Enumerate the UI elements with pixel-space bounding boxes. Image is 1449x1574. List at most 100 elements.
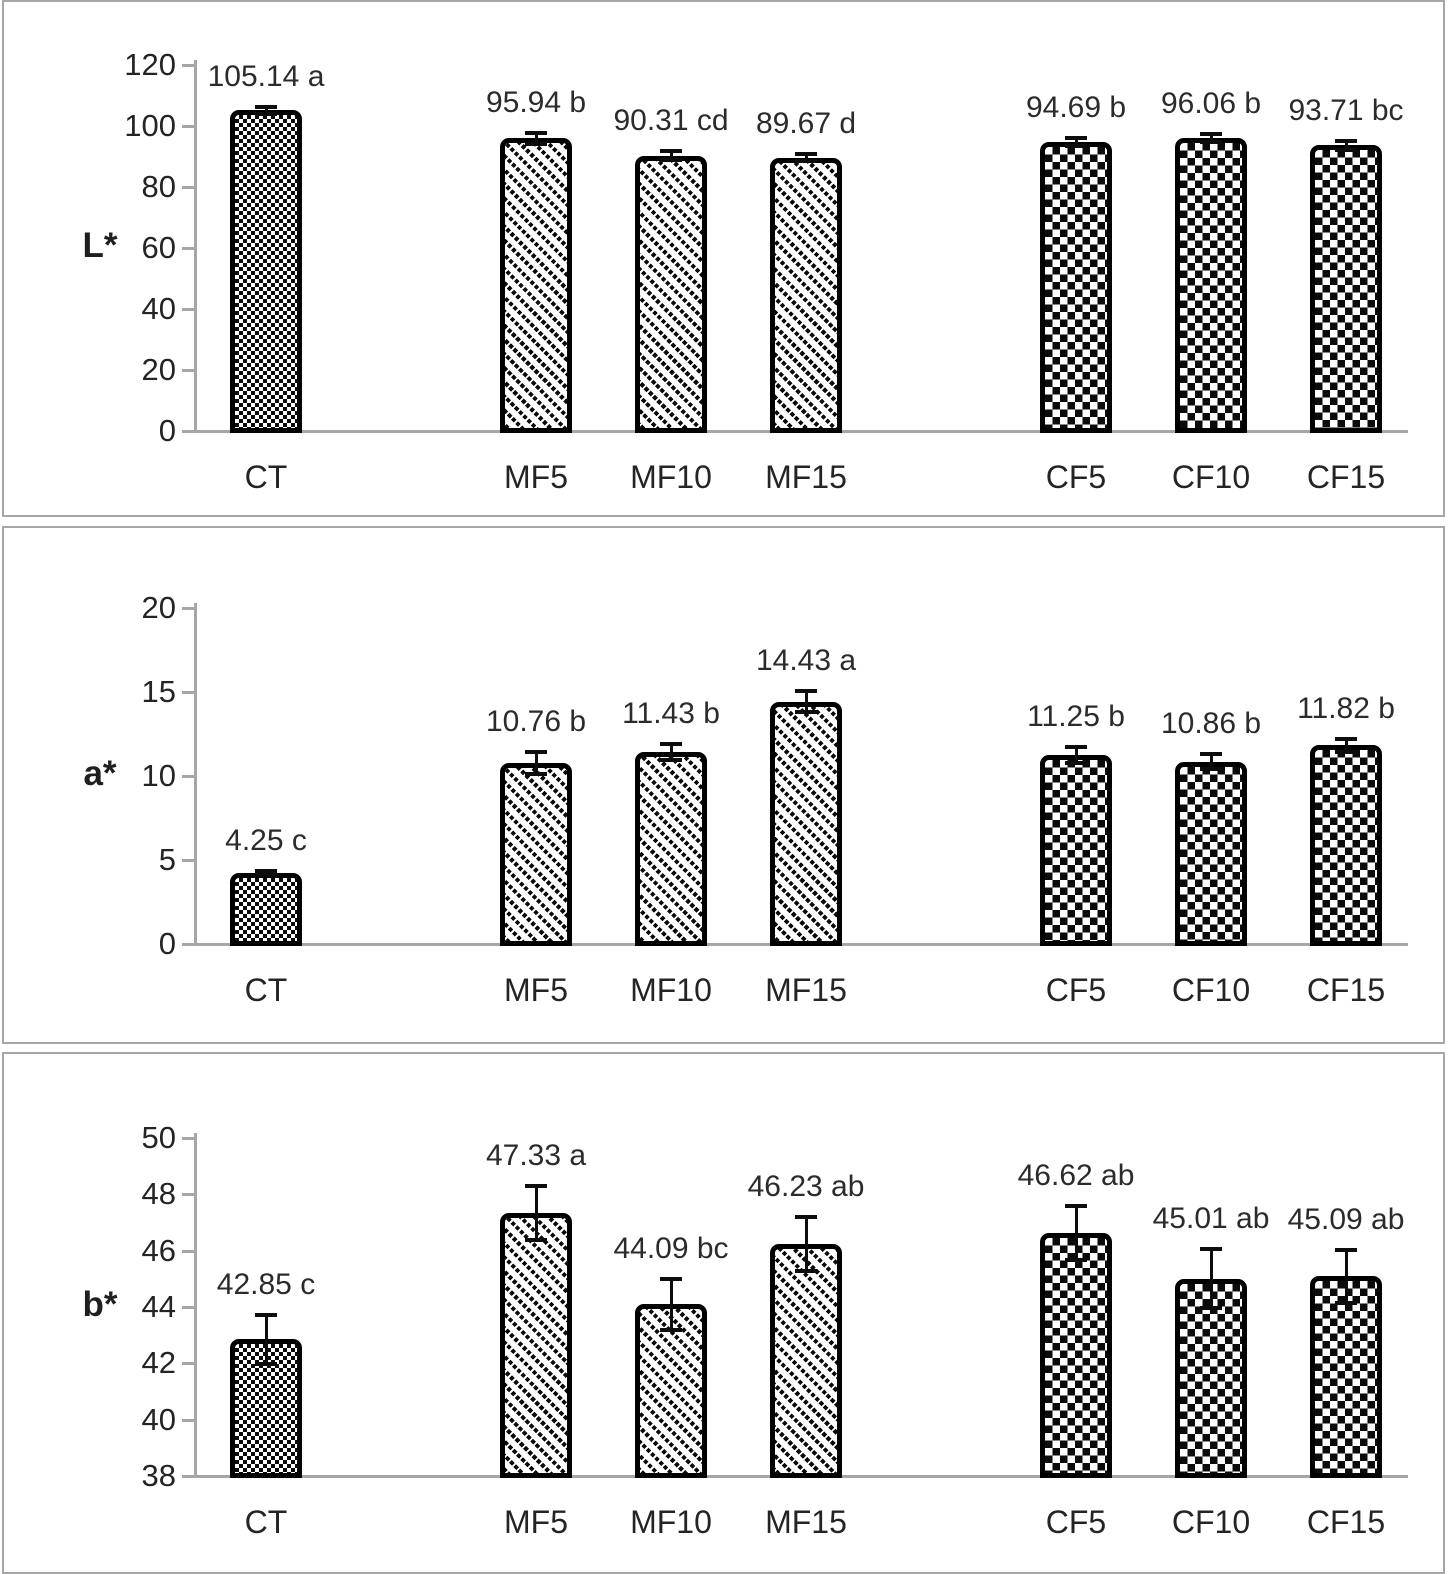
error-bar-cap-bottom xyxy=(1200,1306,1222,1311)
error-bar-cap-top xyxy=(1065,744,1087,749)
error-bar-whisker xyxy=(264,1314,268,1365)
chart-panel-lstar: L* 120 100 80 60 40 20 0 105.14 a CT 95.94 b MF5 90… xyxy=(2,0,1445,517)
y-tick-label: 42 xyxy=(141,1345,176,1381)
category-label: CF15 xyxy=(1306,1504,1386,1540)
y-tick xyxy=(182,859,195,862)
error-bar-cap-bottom xyxy=(525,141,547,146)
y-tick xyxy=(182,247,195,250)
bar-CF10 xyxy=(1175,138,1247,433)
bar-MF5 xyxy=(500,763,572,946)
error-bar-cap-bottom xyxy=(255,1362,277,1367)
bar-CT xyxy=(230,872,302,946)
category-label: MF15 xyxy=(765,1504,847,1540)
category-label: MF10 xyxy=(630,459,712,495)
y-tick-label: 0 xyxy=(158,926,176,961)
value-label: 45.01 ab xyxy=(1152,1201,1270,1235)
error-bar-whisker xyxy=(534,133,538,144)
error-bar-cap-top xyxy=(255,1312,277,1317)
error-bar-whisker xyxy=(804,153,808,162)
error-bar-whisker xyxy=(264,106,268,114)
y-tick xyxy=(182,430,195,433)
error-bar-cap-top xyxy=(795,689,817,694)
category-label: CF5 xyxy=(1045,459,1107,495)
y-tick-label: 5 xyxy=(158,842,176,877)
value-label: 11.43 b xyxy=(622,696,720,730)
bar-CF5 xyxy=(1040,142,1112,433)
bar-MF15 xyxy=(770,157,842,433)
y-axis-title-lstar: L* xyxy=(82,226,118,265)
error-bar-cap-bottom xyxy=(1065,761,1087,766)
category-label: CF15 xyxy=(1306,459,1386,495)
error-bar-cap-bottom xyxy=(525,1237,547,1242)
bar-MF10 xyxy=(635,155,707,433)
error-bar-cap-top xyxy=(1200,751,1222,756)
error-bar-whisker xyxy=(1344,738,1348,753)
y-axis-title-astar: a* xyxy=(83,754,117,793)
category-label: MF10 xyxy=(630,972,712,1008)
y-tick xyxy=(182,64,195,67)
y-tick xyxy=(182,1362,195,1366)
error-bar-cap-top xyxy=(795,151,817,156)
error-bar-whisker xyxy=(1209,753,1213,770)
y-tick xyxy=(182,125,195,128)
error-bar-whisker xyxy=(534,1186,538,1240)
y-tick xyxy=(182,943,195,946)
value-label: 95.94 b xyxy=(485,86,587,120)
category-label: CF10 xyxy=(1171,1504,1251,1540)
y-tick xyxy=(182,1193,195,1197)
plot-area-bstar: 50 48 46 44 42 40 38 42.85 c CT 47.33 a MF5 44.09 b… xyxy=(4,1054,1443,1572)
bar-MF15 xyxy=(770,701,842,946)
error-bar-cap-top xyxy=(1335,736,1357,741)
bar-CF15 xyxy=(1310,1276,1382,1478)
y-tick xyxy=(182,1249,195,1253)
error-bar-cap-top xyxy=(1200,131,1222,136)
error-bar-whisker xyxy=(1209,133,1213,143)
y-axis-line xyxy=(194,1133,197,1478)
value-label: 93.71 bc xyxy=(1288,93,1404,127)
error-bar-cap-bottom xyxy=(1335,750,1357,755)
bar-MF5 xyxy=(500,138,572,433)
y-tick xyxy=(182,1418,195,1422)
value-label: 46.23 ab xyxy=(747,1170,865,1204)
value-label: 94.69 b xyxy=(1025,90,1127,124)
error-bar-whisker xyxy=(669,150,673,161)
error-bar-whisker xyxy=(669,743,673,761)
error-bar-cap-top xyxy=(660,148,682,153)
bar-CF5 xyxy=(1040,755,1112,946)
value-label: 44.09 bc xyxy=(613,1231,729,1265)
category-label: MF5 xyxy=(504,1504,568,1540)
category-label: MF5 xyxy=(504,459,568,495)
plot-area-lstar: 120 100 80 60 40 20 0 105.14 a CT 95.94 b MF5 90.31… xyxy=(4,2,1443,515)
error-bar-cap-top xyxy=(1335,1247,1357,1252)
error-bar-cap-top xyxy=(660,1276,682,1281)
error-bar-whisker xyxy=(804,691,808,712)
category-label: CT xyxy=(244,972,288,1008)
bar-MF10 xyxy=(635,751,707,946)
y-axis-title-bstar: b* xyxy=(82,1285,118,1324)
error-bar-cap-top xyxy=(1065,135,1087,140)
y-tick xyxy=(182,308,195,311)
y-tick xyxy=(182,1475,195,1478)
y-tick-label: 20 xyxy=(141,352,176,387)
y-tick-label: 46 xyxy=(141,1232,176,1268)
error-bar-cap-bottom xyxy=(660,1328,682,1333)
category-label: CF5 xyxy=(1045,1504,1107,1540)
error-bar-whisker xyxy=(804,1217,808,1271)
value-label: 42.85 c xyxy=(216,1267,316,1301)
error-bar-cap-top xyxy=(1065,1204,1087,1209)
bar-CF10 xyxy=(1175,1278,1247,1478)
error-bar-whisker xyxy=(1344,140,1348,150)
y-tick-label: 120 xyxy=(124,47,176,82)
y-tick-label: 10 xyxy=(141,758,176,793)
error-bar-whisker xyxy=(1209,1248,1213,1309)
value-label: 45.09 ab xyxy=(1287,1202,1405,1236)
error-bar-cap-top xyxy=(255,868,277,873)
y-tick-label: 50 xyxy=(141,1120,176,1155)
bar-CT xyxy=(230,110,302,433)
error-bar-cap-top xyxy=(525,1184,547,1189)
error-bar-cap-top xyxy=(795,1215,817,1220)
category-label: CT xyxy=(244,1504,288,1540)
error-bar-whisker xyxy=(1074,746,1078,764)
chart-panel-bstar: b* 50 48 46 44 42 40 38 42.85 c CT 47.33 a MF5 44.0… xyxy=(2,1052,1445,1574)
